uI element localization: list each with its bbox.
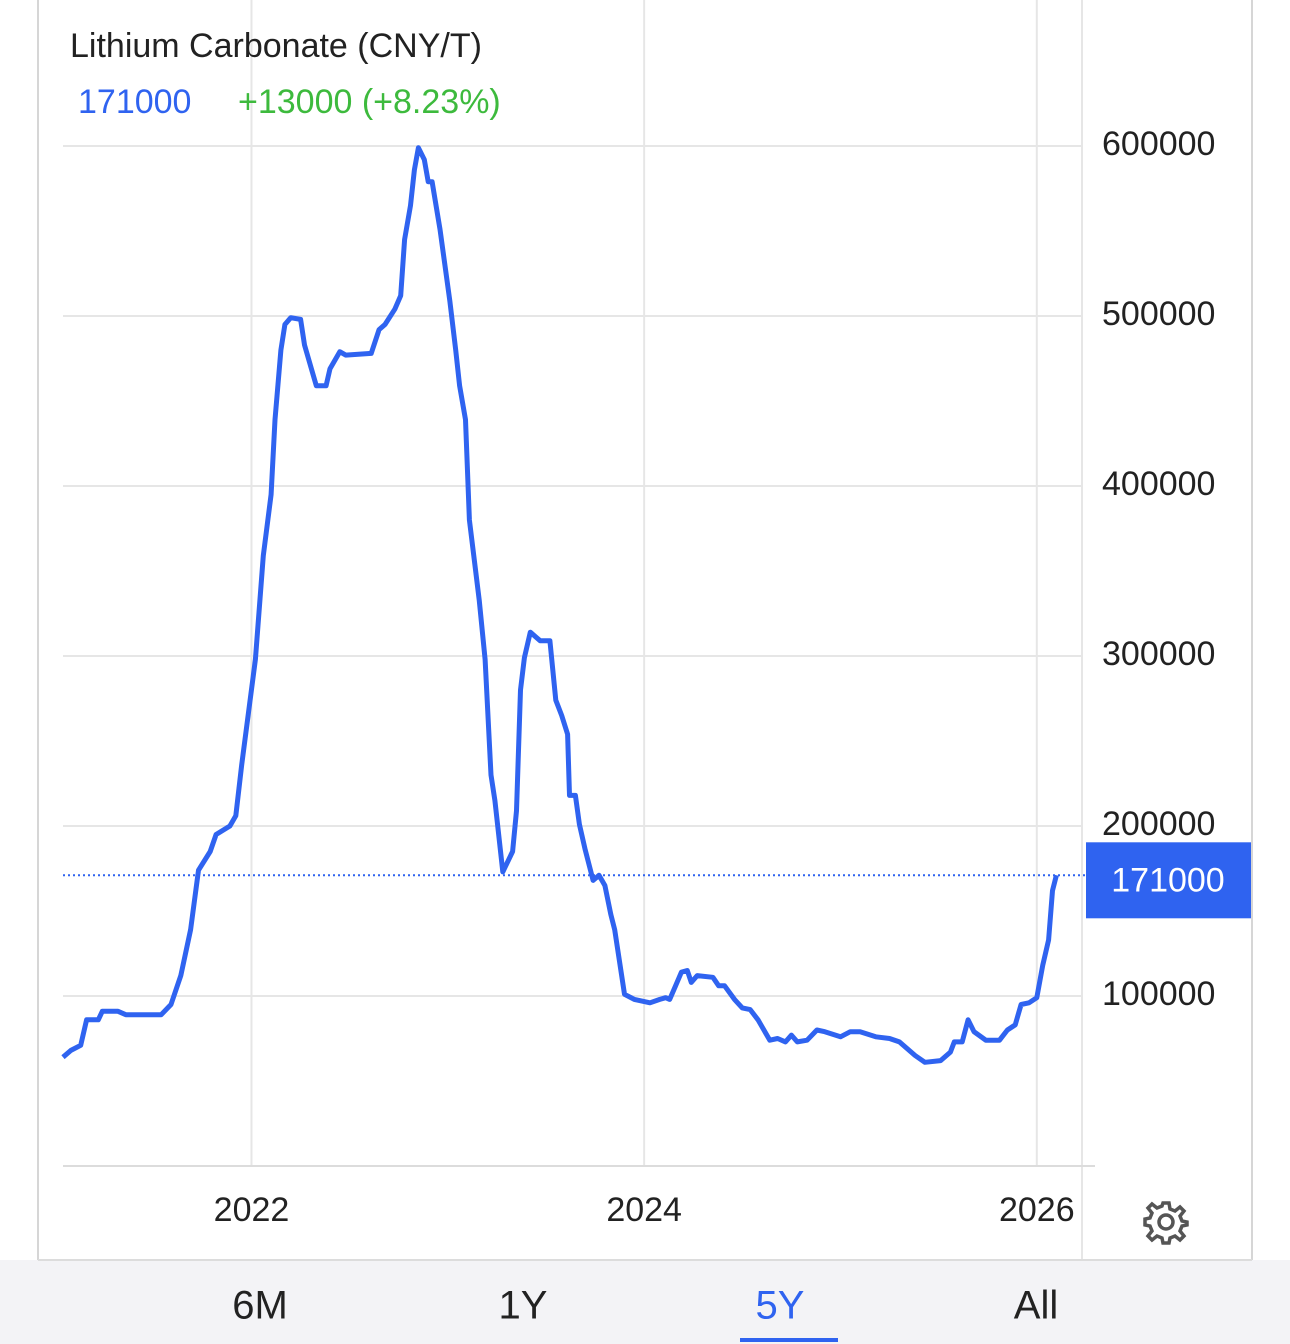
range-underline (740, 1338, 838, 1342)
x-tick-label: 2024 (606, 1191, 682, 1229)
x-tick-label: 2022 (214, 1191, 290, 1229)
y-tick-label: 400000 (1102, 465, 1215, 503)
y-tick-label: 600000 (1102, 125, 1215, 163)
price-line (61, 145, 1059, 1065)
last-value: 171000 (78, 83, 191, 121)
y-tick-label: 500000 (1102, 295, 1215, 333)
y-tick-label: 300000 (1102, 635, 1215, 673)
x-tick-label: 2026 (999, 1191, 1075, 1229)
range-button[interactable]: 6M (232, 1284, 288, 1328)
gear-hub (1157, 1213, 1175, 1231)
y-tick-label: 100000 (1102, 975, 1215, 1013)
chart-title: Lithium Carbonate (CNY/T) (70, 27, 482, 65)
range-button[interactable]: All (1014, 1284, 1058, 1328)
range-bar (0, 1260, 1290, 1344)
grid (63, 0, 1082, 1166)
gear-outline (1143, 1201, 1189, 1245)
last-value-box (1086, 842, 1251, 919)
range-button[interactable]: 1Y (499, 1284, 548, 1328)
range-button[interactable]: 5Y (756, 1284, 805, 1328)
plot (61, 145, 1059, 1065)
y-tick-label: 200000 (1102, 805, 1215, 843)
settings-icon[interactable] (1143, 1201, 1189, 1245)
last-value-label: 171000 (1111, 861, 1224, 899)
range-buttons: 6M 1Y 5Y All (232, 1284, 1058, 1342)
change: +13000 (+8.23%) (238, 83, 501, 121)
labels: 100000 200000 300000 400000 500000 600000 2022… (214, 125, 1216, 1229)
